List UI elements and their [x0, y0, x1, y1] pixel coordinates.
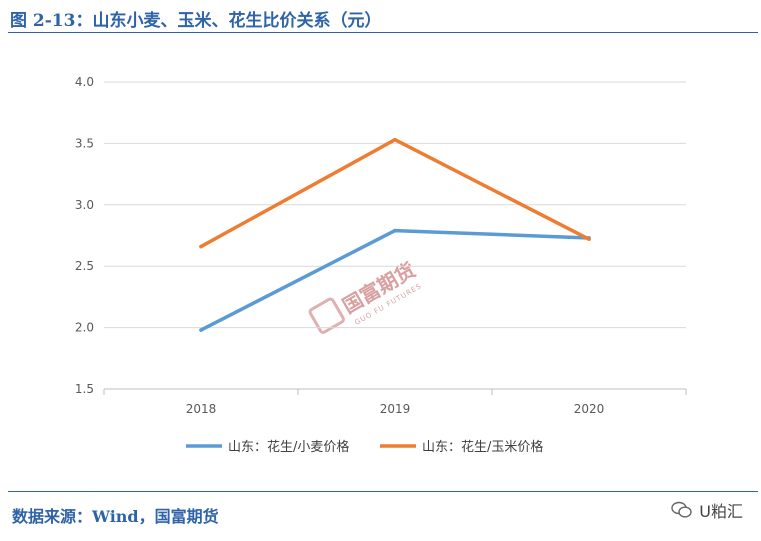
y-tick-label: 3.0: [75, 198, 94, 212]
data-source: 数据来源：Wind，国富期货: [12, 507, 219, 526]
y-tick-label: 2.5: [75, 259, 94, 273]
brand-name: U粕汇: [699, 502, 743, 521]
title-divider: [8, 32, 758, 33]
line-chart: 国富期货 GUO FU FUTURES 1.5 2.0 2.5 3.0 3.5 4.0 2…: [75, 75, 687, 455]
data-point: [587, 237, 591, 241]
watermark-logo: 国富期货 GUO FU FUTURES: [308, 258, 423, 334]
brand-badge: U粕汇: [671, 498, 743, 522]
data-point: [393, 137, 397, 142]
grid-lines: [104, 81, 686, 390]
x-axis: 2018 2019 2020: [103, 389, 687, 416]
data-point: [393, 228, 397, 233]
watermark-emblem-icon: [308, 297, 345, 334]
legend: 山东：花生/小麦价格 山东：花生/玉米价格: [186, 439, 543, 455]
x-tick-label: 2020: [574, 402, 605, 416]
x-tick-label: 2019: [380, 402, 411, 416]
y-tick-label: 2.0: [75, 321, 94, 335]
figure-title: 图 2-13：山东小麦、玉米、花生比价关系（元）: [10, 11, 382, 31]
wechat-icon: [671, 501, 692, 518]
y-tick-label: 1.5: [75, 382, 94, 396]
series-lines: [199, 137, 591, 332]
source-divider: [8, 491, 758, 492]
y-tick-label: 4.0: [75, 75, 94, 89]
y-tick-label: 3.5: [75, 136, 94, 150]
data-point: [199, 328, 203, 332]
legend-label: 山东：花生/小麦价格: [228, 439, 349, 455]
data-point: [199, 244, 203, 249]
legend-label: 山东：花生/玉米价格: [422, 439, 543, 455]
x-tick-label: 2018: [186, 402, 217, 416]
y-axis-ticks: 1.5 2.0 2.5 3.0 3.5 4.0: [75, 75, 94, 396]
